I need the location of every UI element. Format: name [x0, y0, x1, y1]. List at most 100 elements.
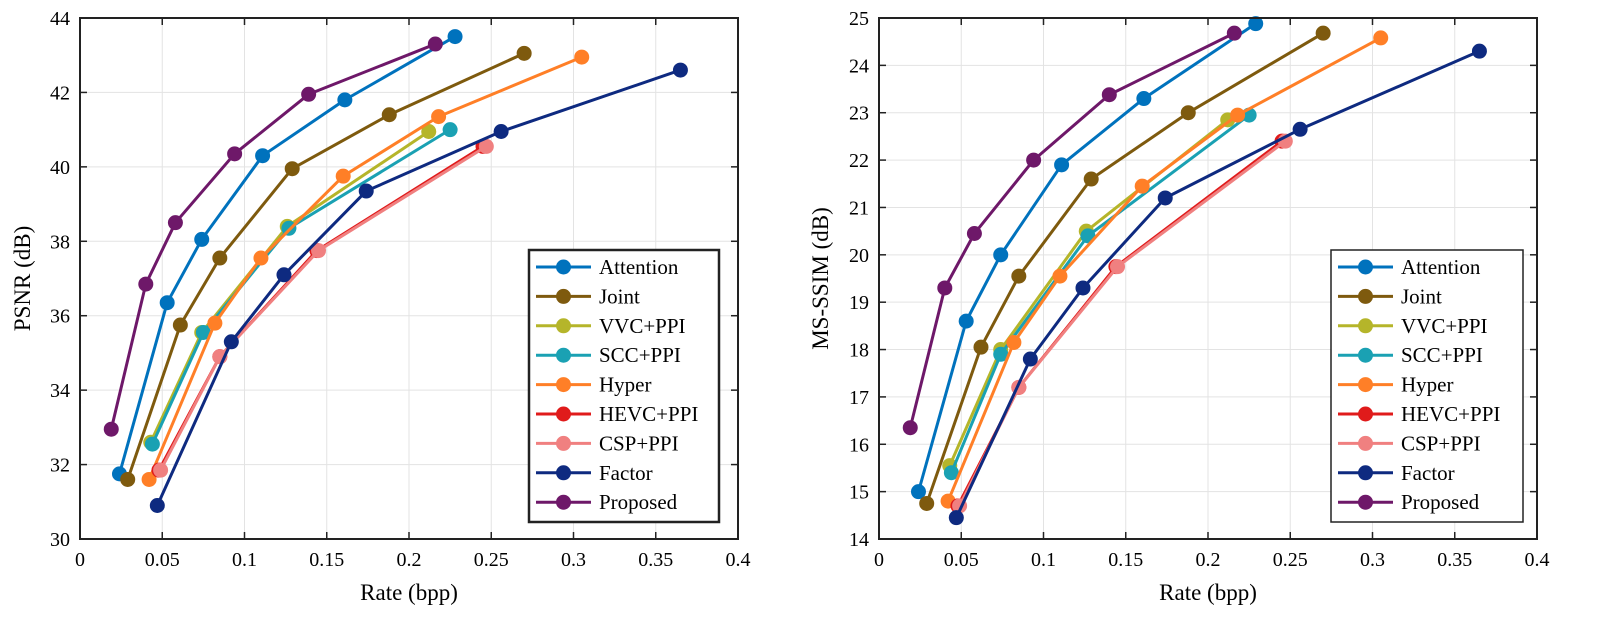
- legend-label-joint: Joint: [1401, 284, 1442, 308]
- legend-marker-vvc-ppi: [1358, 318, 1373, 334]
- data-point-factor: [1292, 121, 1308, 137]
- legend-label-joint: Joint: [599, 284, 640, 308]
- legend-marker-hyper: [556, 377, 571, 393]
- data-point-scc-ppi: [442, 122, 458, 138]
- data-point-joint: [1180, 105, 1196, 121]
- data-point-proposed: [301, 86, 317, 102]
- y-tick-label: 40: [50, 157, 70, 179]
- legend-marker-hevc-ppi: [556, 406, 571, 422]
- y-tick-label: 19: [849, 292, 869, 314]
- data-point-proposed: [103, 421, 119, 437]
- data-point-attention: [159, 295, 175, 311]
- data-point-scc-ppi: [144, 436, 160, 452]
- data-point-factor: [1157, 190, 1173, 206]
- legend-label-factor: Factor: [599, 461, 653, 485]
- data-point-proposed: [1101, 87, 1117, 103]
- data-point-factor: [948, 510, 964, 526]
- data-point-attention: [1054, 157, 1070, 173]
- data-point-attention: [337, 92, 353, 108]
- x-tick-label: 0.1: [1031, 549, 1056, 571]
- series-line-factor: [954, 49, 1481, 519]
- data-point-attention: [993, 247, 1009, 263]
- y-tick-label: 16: [849, 434, 869, 456]
- data-point-joint: [381, 107, 397, 123]
- legend-label-vvc-ppi: VVC+PPI: [1401, 314, 1488, 338]
- data-point-hyper: [1230, 107, 1246, 123]
- data-point-factor: [1022, 351, 1038, 367]
- data-point-proposed: [167, 215, 183, 231]
- legend-label-csp-ppi: CSP+PPI: [599, 431, 679, 455]
- data-point-csp-ppi: [311, 243, 327, 259]
- series-line-vvc-ppi: [149, 130, 430, 443]
- legend-marker-factor: [556, 465, 571, 481]
- series-line-hyper: [946, 36, 1382, 502]
- data-point-factor: [1075, 280, 1091, 296]
- y-tick-label: 44: [50, 8, 70, 30]
- y-tick-label: 14: [849, 529, 869, 551]
- data-point-hyper: [207, 315, 223, 331]
- x-tick-label: 0.35: [638, 549, 673, 571]
- legend-label-hyper: Hyper: [1401, 373, 1453, 397]
- series-line-attention: [118, 35, 456, 475]
- data-point-joint: [284, 161, 300, 177]
- data-point-attention: [255, 148, 271, 164]
- x-tick-label: 0.2: [397, 549, 422, 571]
- data-point-joint: [1083, 171, 1099, 187]
- data-point-proposed: [138, 276, 154, 292]
- series-line-csp-ppi: [958, 139, 1287, 507]
- data-point-joint: [120, 471, 136, 487]
- x-tick-label: 0.1: [232, 549, 257, 571]
- legend-marker-csp-ppi: [556, 435, 571, 451]
- legend-label-attention: Attention: [599, 255, 679, 279]
- series-line-hyper: [147, 55, 583, 481]
- x-axis-title: Rate (bpp): [1159, 580, 1257, 605]
- x-tick-label: 0.4: [726, 549, 751, 571]
- y-tick-label: 30: [50, 529, 70, 551]
- y-tick-label: 22: [849, 150, 869, 172]
- y-tick-label: 34: [50, 380, 70, 402]
- y-axis-title: PSNR (dB): [10, 226, 35, 331]
- x-tick-label: 0.05: [944, 549, 979, 571]
- y-tick-label: 15: [849, 482, 869, 504]
- y-tick-label: 20: [849, 245, 869, 267]
- legend-marker-vvc-ppi: [556, 318, 571, 334]
- y-tick-label: 18: [849, 340, 869, 362]
- data-point-hyper: [1006, 334, 1022, 350]
- legend-label-hevc-ppi: HEVC+PPI: [599, 402, 698, 426]
- legend: Attention Joint VVC+PPI SCC+PPI Hyper HEVC+PP…: [1330, 249, 1524, 523]
- y-tick-label: 21: [849, 197, 869, 219]
- series-line-joint: [126, 51, 525, 480]
- data-point-joint: [919, 495, 935, 511]
- y-tick-label: 36: [50, 306, 70, 328]
- data-point-proposed: [1026, 152, 1042, 168]
- data-point-factor: [223, 334, 239, 350]
- legend-marker-hevc-ppi: [1358, 406, 1373, 422]
- y-tick-label: 23: [849, 103, 869, 125]
- data-point-proposed: [1226, 25, 1242, 41]
- legend-label-hyper: Hyper: [599, 373, 651, 397]
- data-point-joint: [1315, 25, 1331, 41]
- legend-label-csp-ppi: CSP+PPI: [1401, 431, 1481, 455]
- data-point-attention: [1136, 91, 1152, 107]
- data-point-proposed: [227, 146, 243, 162]
- series-line-scc-ppi: [949, 113, 1251, 474]
- data-point-attention: [194, 231, 210, 247]
- data-point-attention: [910, 484, 926, 500]
- x-tick-label: 0.25: [474, 549, 509, 571]
- series-line-hevc-ppi: [157, 145, 484, 471]
- data-point-joint: [1011, 268, 1027, 284]
- legend-marker-hyper: [1358, 377, 1373, 393]
- data-point-factor: [672, 62, 688, 78]
- legend-marker-proposed: [556, 494, 571, 510]
- legend-marker-factor: [1358, 465, 1373, 481]
- legend-marker-scc-ppi: [1358, 347, 1373, 363]
- legend-label-factor: Factor: [1401, 461, 1455, 485]
- data-point-scc-ppi: [943, 465, 959, 481]
- legend: Attention Joint VVC+PPI SCC+PPI Hyper HEVC+PP…: [527, 248, 721, 524]
- data-point-hyper: [431, 109, 447, 125]
- data-point-joint: [516, 45, 532, 61]
- legend-marker-attention: [1358, 259, 1373, 275]
- data-point-hyper: [1052, 268, 1068, 284]
- series-line-factor: [155, 68, 681, 507]
